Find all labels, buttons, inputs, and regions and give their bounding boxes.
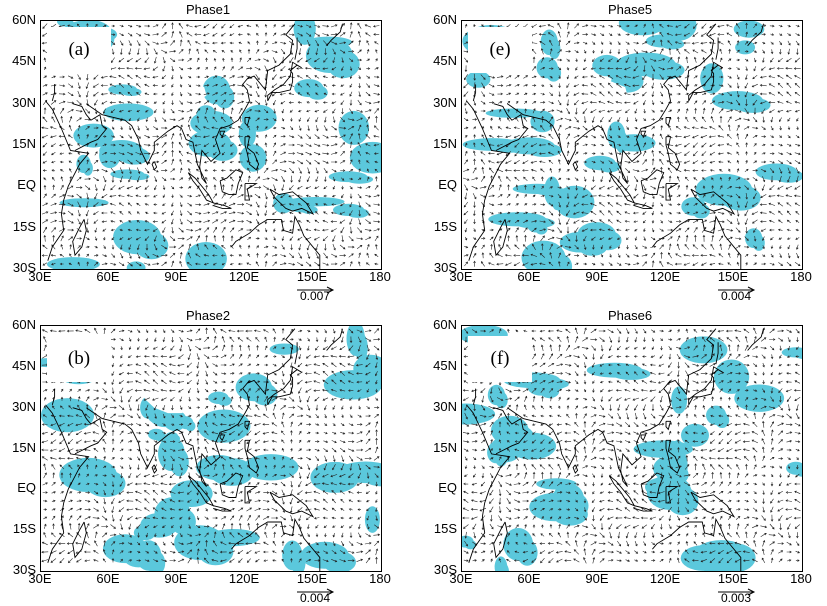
panel-a-reference-arrow bbox=[297, 286, 335, 294]
y-tick-label: 30N bbox=[433, 94, 457, 110]
x-tick-label: 30E bbox=[449, 571, 473, 586]
panel-e-map: (e) bbox=[461, 20, 803, 270]
y-tick-label: 60N bbox=[433, 12, 457, 27]
y-tick-label: 15N bbox=[433, 136, 457, 151]
panel-a-title: Phase1 bbox=[185, 2, 231, 17]
x-tick-label: 120E bbox=[649, 571, 681, 586]
tibetan-plateau-mask bbox=[561, 383, 628, 414]
y-tick-label: 30N bbox=[12, 398, 36, 414]
panel-f-reference-value: 0.003 bbox=[720, 591, 752, 605]
x-tick-label: 30E bbox=[28, 269, 52, 284]
y-tick-label: 45N bbox=[433, 53, 457, 69]
panel-b-map-svg bbox=[41, 326, 381, 571]
x-tick-label: 180 bbox=[369, 571, 391, 586]
x-tick-label: 150E bbox=[717, 571, 749, 586]
x-tick-label: 180 bbox=[790, 571, 812, 586]
panel-f-label: (f) bbox=[468, 336, 532, 382]
x-tick-label: 120E bbox=[649, 269, 681, 284]
x-tick-label: 120E bbox=[228, 571, 260, 586]
y-tick-label: 15S bbox=[433, 218, 457, 234]
panel-e-map-svg bbox=[462, 21, 802, 269]
y-tick-label: 30N bbox=[12, 94, 36, 110]
y-tick-label: 15N bbox=[433, 439, 457, 455]
coastline-layer bbox=[45, 23, 343, 269]
x-tick-label: 60E bbox=[517, 571, 541, 586]
y-tick-label: 45N bbox=[12, 53, 36, 69]
y-tick-label: 60N bbox=[12, 12, 36, 27]
wind-vector-layer bbox=[462, 22, 801, 268]
y-tick-label: EQ bbox=[438, 480, 457, 496]
panel-f-map: (f) bbox=[461, 325, 803, 572]
panel-e-reference-arrow bbox=[718, 286, 756, 294]
panel-b-map: (b) bbox=[40, 325, 382, 572]
x-tick-label: 90E bbox=[585, 269, 609, 284]
y-tick-label: 30N bbox=[433, 398, 457, 414]
x-tick-label: 150E bbox=[296, 269, 328, 284]
shading-layer bbox=[41, 326, 381, 571]
wind-vector-layer bbox=[41, 327, 381, 564]
panel-e-title: Phase5 bbox=[607, 2, 653, 17]
x-tick-label: 30E bbox=[449, 269, 473, 284]
y-tick-label: 30S bbox=[433, 562, 457, 577]
x-tick-label: 60E bbox=[96, 269, 120, 284]
panel-b-reference-value: 0.004 bbox=[299, 591, 331, 605]
y-tick-label: 45N bbox=[433, 357, 457, 373]
y-tick-label: 60N bbox=[433, 317, 457, 332]
y-tick-label: EQ bbox=[17, 480, 36, 496]
coastline-layer bbox=[466, 23, 764, 269]
coastline-layer bbox=[45, 328, 343, 571]
panel-b-title: Phase2 bbox=[185, 308, 231, 323]
shading-layer bbox=[462, 326, 802, 571]
coastline-layer bbox=[466, 328, 764, 571]
x-tick-label: 150E bbox=[296, 571, 328, 586]
panel-f-title: Phase6 bbox=[607, 308, 653, 323]
y-tick-label: 15N bbox=[12, 439, 36, 455]
x-tick-label: 150E bbox=[717, 269, 749, 284]
panel-e-reference-value: 0.004 bbox=[720, 289, 752, 303]
x-tick-label: 180 bbox=[790, 269, 812, 284]
y-tick-label: 60N bbox=[12, 317, 36, 332]
panel-b-reference-arrow bbox=[297, 588, 335, 596]
wind-vector-layer bbox=[462, 327, 801, 564]
panel-f-reference-arrow bbox=[718, 588, 756, 596]
panel-a-label: (a) bbox=[47, 27, 111, 73]
y-tick-label: 15S bbox=[12, 521, 36, 537]
y-tick-label: 30S bbox=[12, 562, 36, 577]
x-tick-label: 30E bbox=[28, 571, 52, 586]
x-tick-label: 120E bbox=[228, 269, 260, 284]
y-tick-label: EQ bbox=[17, 177, 36, 193]
y-tick-label: 45N bbox=[12, 357, 36, 373]
y-tick-label: 30S bbox=[433, 260, 457, 275]
x-tick-label: 180 bbox=[369, 269, 391, 284]
y-tick-label: 15S bbox=[433, 521, 457, 537]
x-tick-label: 90E bbox=[164, 571, 188, 586]
y-tick-label: 30S bbox=[12, 260, 36, 275]
y-tick-label: 15N bbox=[12, 136, 36, 151]
x-tick-label: 60E bbox=[96, 571, 120, 586]
x-tick-label: 90E bbox=[164, 269, 188, 284]
panel-e-label: (e) bbox=[468, 27, 532, 73]
panel-a-map: (a) bbox=[40, 20, 382, 270]
panel-b-label: (b) bbox=[47, 336, 111, 382]
panel-f-map-svg bbox=[462, 326, 802, 571]
y-tick-label: EQ bbox=[438, 177, 457, 193]
x-tick-label: 90E bbox=[585, 571, 609, 586]
x-tick-label: 60E bbox=[517, 269, 541, 284]
panel-a-reference-value: 0.007 bbox=[299, 289, 331, 303]
y-tick-label: 15S bbox=[12, 218, 36, 234]
